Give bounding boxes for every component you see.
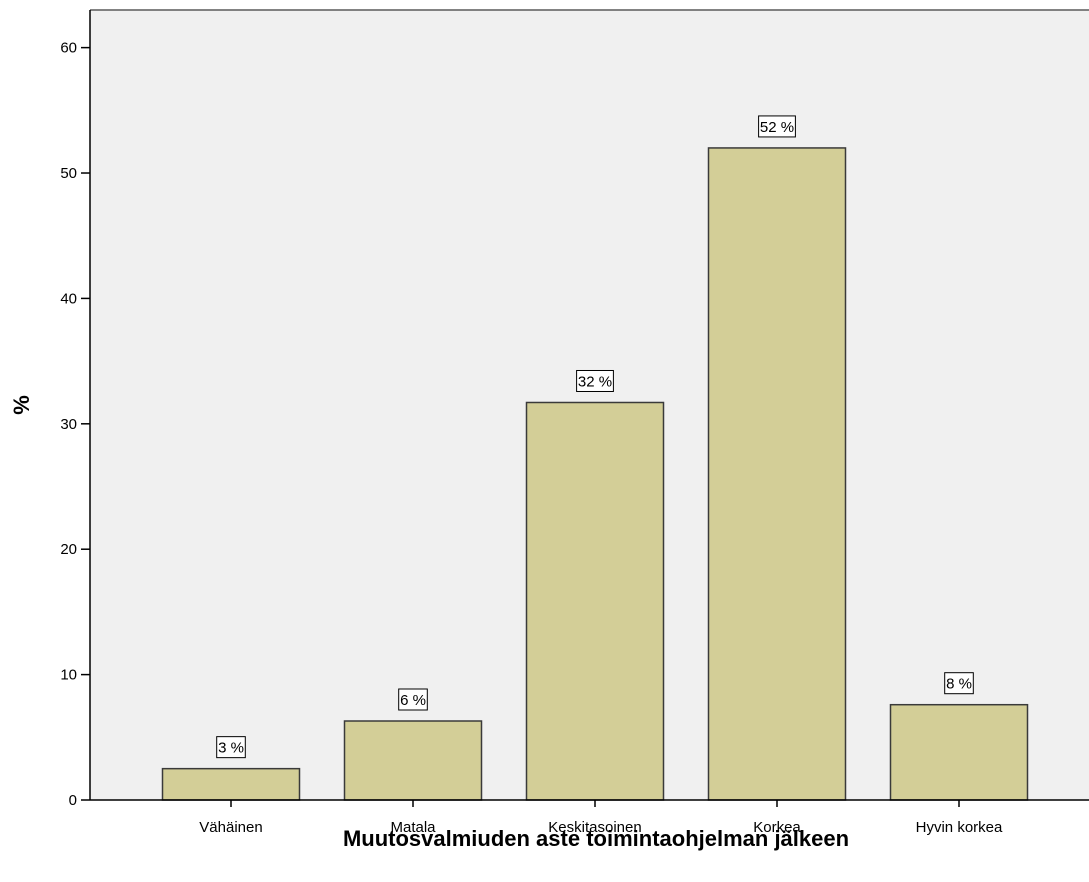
- x-axis-title: Muutosvalmiuden aste toimintaohjelman jä…: [343, 826, 849, 851]
- data-label: 3 %: [216, 736, 246, 759]
- x-axis-ticks: Vähäinen Matala Keskitasoinen Korkea Hyvin k…: [199, 800, 1003, 836]
- data-label-text: 32 %: [578, 373, 612, 390]
- data-label: 6 %: [398, 688, 428, 711]
- x-tick-label: Keskitasoinen: [548, 819, 641, 836]
- data-label-box: [576, 369, 614, 392]
- data-label: 52 %: [758, 115, 796, 138]
- y-tick-label: 10: [60, 667, 77, 684]
- data-labels: 3 % 6 % 32 % 52 % 8 %: [216, 115, 974, 759]
- data-label-box: [216, 736, 246, 759]
- y-tick-label: 40: [60, 290, 77, 307]
- x-tick-label: Korkea: [753, 819, 801, 836]
- y-axis-ticks: 0 10 20 30 40 50 60: [60, 40, 90, 809]
- bar: [707, 147, 847, 801]
- data-label-box: [758, 115, 796, 138]
- y-axis-title: %: [9, 395, 34, 415]
- data-label-box: [944, 672, 974, 695]
- data-label-text: 8 %: [946, 676, 972, 693]
- data-label: 32 %: [576, 369, 614, 392]
- data-label-box: [398, 688, 428, 711]
- bars: [161, 147, 1029, 801]
- bar: [525, 401, 665, 801]
- x-tick-label: Vähäinen: [199, 819, 262, 836]
- y-tick-label: 50: [60, 165, 77, 182]
- bar: [343, 720, 483, 801]
- bar: [161, 767, 301, 801]
- y-tick-label: 30: [60, 416, 77, 433]
- data-label-text: 52 %: [760, 119, 794, 136]
- bar: [889, 703, 1029, 801]
- data-label-text: 3 %: [218, 740, 244, 757]
- y-tick-label: 20: [60, 541, 77, 558]
- x-tick-label: Hyvin korkea: [916, 819, 1003, 836]
- y-tick-label: 60: [60, 40, 77, 57]
- data-label-text: 6 %: [400, 692, 426, 709]
- x-tick-label: Matala: [390, 819, 436, 836]
- data-label: 8 %: [944, 672, 974, 695]
- y-tick-label: 0: [69, 792, 77, 809]
